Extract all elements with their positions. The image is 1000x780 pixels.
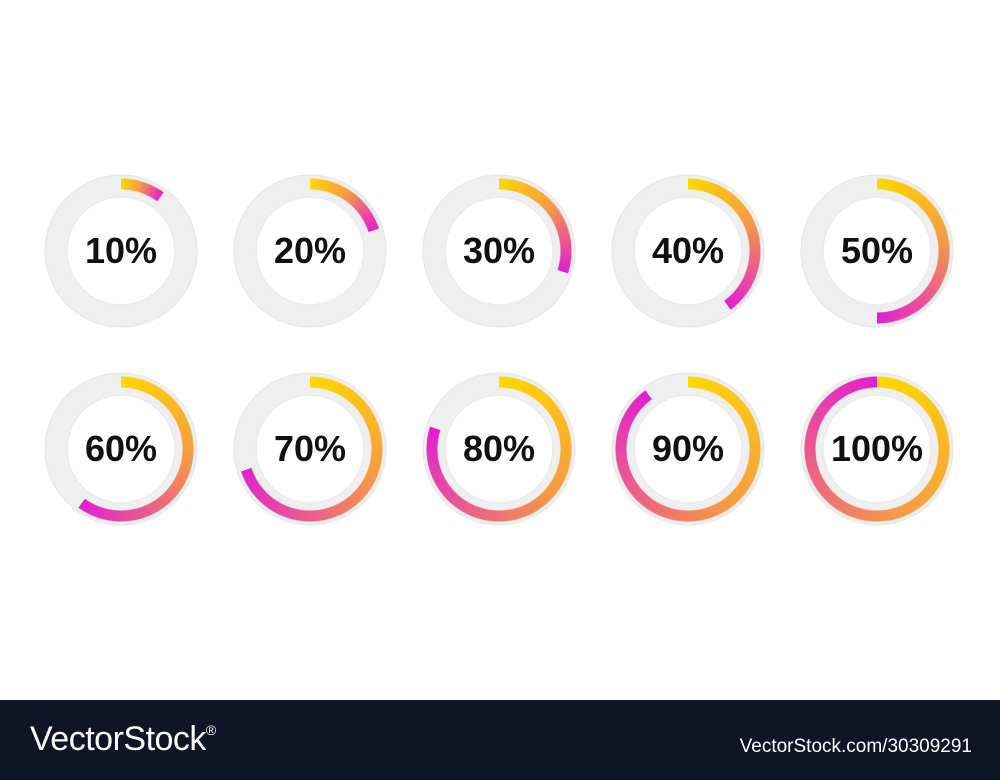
progress-label: 70% [273,428,347,469]
progress-label: 80% [462,428,536,469]
progress-arc [233,372,387,526]
brand: VectorStock® [30,720,216,759]
progress-arc [233,174,387,328]
footer-bar: VectorStock® VectorStock.com/30309291 [0,700,1000,780]
progress-arc [422,372,576,526]
progress-label: 30% [462,230,536,271]
brand-name: VectorStock [30,720,206,758]
progress-ring: 60% [44,372,198,526]
progress-rings: 10% 20% 30% 40% 50% 60% 70% 80% 90% 100% [44,174,954,526]
progress-ring: 50% [800,174,954,328]
progress-arc [611,174,765,328]
progress-ring: 70% [233,372,387,526]
progress-label: 20% [273,230,347,271]
progress-arc [800,174,954,328]
progress-label: 60% [84,428,158,469]
progress-arc [611,372,765,526]
progress-label: 10% [84,230,158,271]
progress-ring: 10% [44,174,198,328]
progress-arc [422,174,576,328]
image-url: VectorStock.com/30309291 [739,736,972,757]
progress-ring: 90% [611,372,765,526]
registered-mark: ® [205,722,216,738]
progress-label: 100% [830,428,924,469]
progress-ring: 100% [800,372,954,526]
progress-arc [44,372,198,526]
progress-ring: 20% [233,174,387,328]
progress-ring: 30% [422,174,576,328]
progress-label: 90% [651,428,725,469]
progress-ring: 40% [611,174,765,328]
progress-arc [800,372,954,526]
progress-label: 50% [840,230,914,271]
progress-ring: 80% [422,372,576,526]
progress-label: 40% [651,230,725,271]
progress-arc [44,174,198,328]
